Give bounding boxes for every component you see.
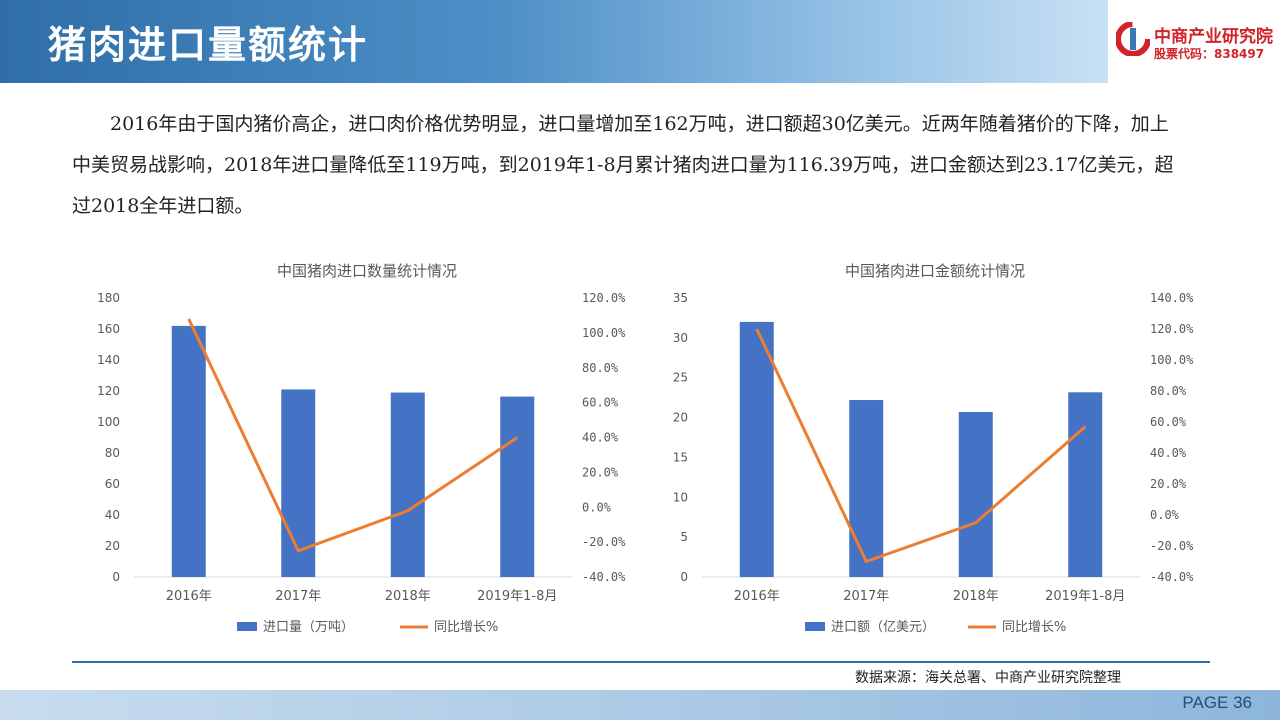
y-tick-label: 0 — [112, 570, 120, 584]
legend-swatch-bar — [805, 622, 825, 631]
y-tick-label: 160 — [97, 322, 120, 336]
y2-tick-label: 0.0% — [1150, 508, 1180, 522]
y2-tick-label: 80.0% — [1150, 384, 1187, 398]
y2-tick-label: 20.0% — [1150, 477, 1187, 491]
legend-label: 进口额（亿美元） — [831, 620, 935, 635]
logo-stock-code: 股票代码：838497 — [1154, 47, 1265, 61]
y-tick-label: 10 — [673, 490, 688, 504]
intro-paragraph: 2016年由于国内猪价高企，进口肉价格优势明显，进口量增加至162万吨，进口额超… — [72, 113, 1174, 217]
footer-divider — [72, 661, 1210, 663]
x-tick-label: 2019年1-8月 — [477, 589, 557, 604]
data-source: 数据来源：海关总署、中商产业研究院整理 — [855, 670, 1121, 686]
bar — [171, 325, 206, 577]
y2-tick-label: 80.0% — [582, 361, 619, 375]
y2-tick-label: -20.0% — [582, 535, 626, 549]
y2-tick-label: 100.0% — [1150, 353, 1194, 367]
legend-label: 进口量（万吨） — [263, 620, 354, 635]
import-volume-chart: 中国猪肉进口数量统计情况 0 20 40 60 80 100 120 140 160 180 120.… — [72, 250, 662, 650]
growth-line — [187, 318, 519, 553]
y-tick-label: 15 — [673, 450, 688, 464]
y-tick-label: 40 — [105, 508, 120, 522]
y-tick-label: 30 — [673, 331, 688, 345]
x-tick-label: 2017年 — [275, 589, 321, 604]
y2-tick-label: 60.0% — [1150, 415, 1187, 429]
chart-title: 中国猪肉进口金额统计情况 — [845, 262, 1025, 280]
page-number: PAGE 36 — [1182, 693, 1252, 712]
chart-title: 中国猪肉进口数量统计情况 — [277, 262, 457, 280]
y2-tick-label: 140.0% — [1150, 291, 1194, 305]
bar — [1068, 392, 1103, 577]
y-tick-label: 120 — [97, 384, 120, 398]
legend-swatch-bar — [237, 622, 257, 631]
x-tick-label: 2019年1-8月 — [1045, 589, 1125, 604]
x-tick-label: 2017年 — [843, 589, 889, 604]
y2-tick-label: 120.0% — [1150, 322, 1194, 336]
y-tick-label: 25 — [673, 371, 688, 385]
page-title: 猪肉进口量额统计 — [48, 23, 369, 67]
y2-tick-label: 40.0% — [1150, 446, 1187, 460]
y-tick-label: 35 — [673, 291, 688, 305]
bar — [500, 396, 535, 577]
y-tick-label: 5 — [680, 530, 688, 544]
company-logo: 中商产业研究院 股票代码：838497 — [1108, 0, 1280, 83]
y2-tick-label: 20.0% — [582, 465, 619, 479]
y-tick-label: 20 — [105, 539, 120, 553]
bar — [739, 321, 774, 577]
bar — [958, 411, 993, 577]
legend-label: 同比增长% — [1002, 620, 1066, 635]
y2-tick-label: 0.0% — [582, 500, 612, 514]
y-tick-label: 60 — [105, 477, 120, 491]
y2-tick-label: -20.0% — [1150, 539, 1194, 553]
footer-bar — [0, 690, 1280, 720]
y2-tick-label: 120.0% — [582, 291, 626, 305]
y2-tick-label: 40.0% — [582, 431, 619, 445]
y-tick-label: 180 — [97, 291, 120, 305]
y-tick-label: 100 — [97, 415, 120, 429]
x-tick-label: 2018年 — [385, 589, 431, 604]
y2-tick-label: -40.0% — [1150, 570, 1194, 584]
header-bar: 猪肉进口量额统计 — [0, 0, 1108, 83]
logo-icon — [1116, 22, 1150, 56]
x-tick-label: 2016年 — [734, 589, 780, 604]
y2-tick-label: 60.0% — [582, 396, 619, 410]
growth-line — [755, 328, 1087, 563]
bar — [849, 400, 884, 577]
y-tick-label: 0 — [680, 570, 688, 584]
x-tick-label: 2018年 — [953, 589, 999, 604]
y-tick-label: 20 — [673, 411, 688, 425]
y2-tick-label: 100.0% — [582, 326, 626, 340]
x-tick-label: 2016年 — [166, 589, 212, 604]
legend-label: 同比增长% — [434, 620, 498, 635]
bar — [390, 392, 425, 577]
logo-name: 中商产业研究院 — [1154, 27, 1273, 47]
import-value-chart: 中国猪肉进口金额统计情况 0 5 10 15 20 25 30 35 140.0% 120.0% 10… — [640, 250, 1230, 650]
y-tick-label: 140 — [97, 353, 120, 367]
y-tick-label: 80 — [105, 446, 120, 460]
y2-tick-label: -40.0% — [582, 570, 626, 584]
